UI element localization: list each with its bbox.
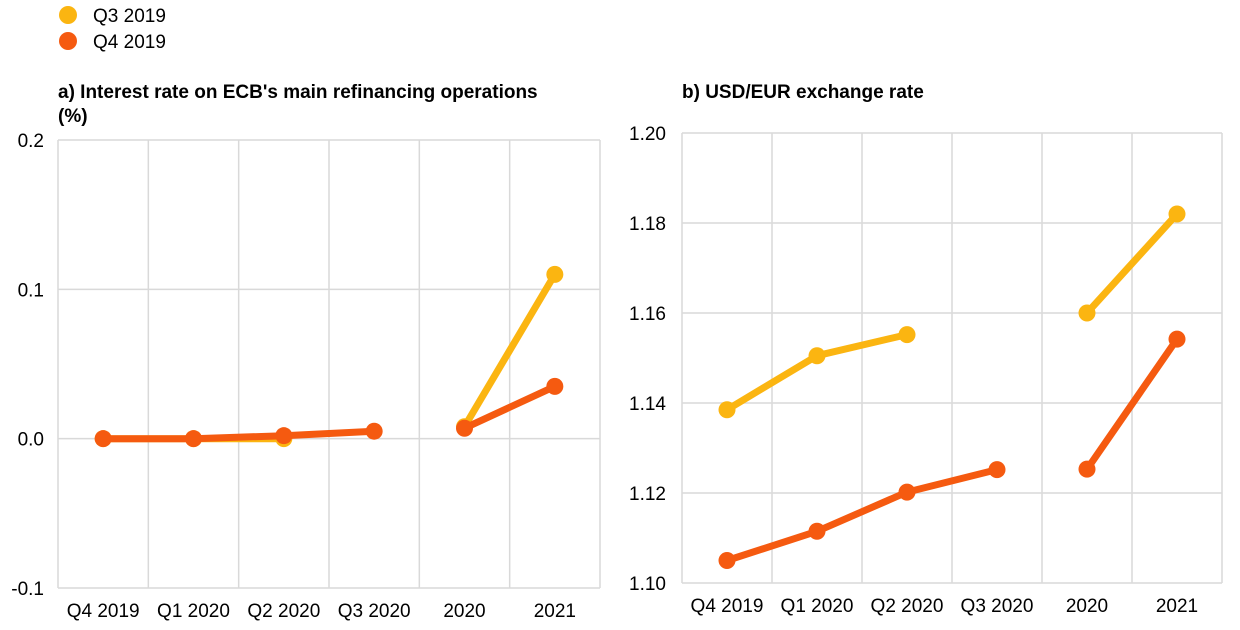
legend-label-q4-2019: Q4 2019 — [93, 32, 166, 53]
x-axis: Q4 2019 Q1 2020 Q2 2020 Q3 2020 2020 2021 — [691, 596, 1199, 617]
x-tick-label: Q3 2020 — [338, 601, 411, 622]
legend-label-q3-2019: Q3 2019 — [93, 6, 166, 27]
data-point-q4-2019 — [718, 552, 736, 569]
gridlines — [57, 139, 601, 589]
y-tick-label: 1.16 — [629, 304, 666, 325]
y-tick-label: 1.14 — [629, 394, 666, 415]
chart-title-line-1: a) Interest rate on ECB's main refinanci… — [58, 82, 538, 103]
chart-panel-interest-rate: a) Interest rate on ECB's main refinanci… — [11, 82, 601, 622]
data-point-q4-2019 — [808, 522, 826, 540]
gridlines — [681, 132, 1223, 584]
chart-panel-exchange-rate: b) USD/EUR exchange rate 1.101.121.141.1… — [629, 82, 1223, 617]
data-point-q4-2019 — [546, 377, 564, 395]
y-tick-label: -0.1 — [11, 579, 44, 600]
data-point-q3-2019 — [1168, 205, 1186, 223]
x-tick-label: 2021 — [534, 601, 576, 622]
chart-title-line-1: b) USD/EUR exchange rate — [682, 82, 924, 103]
data-point-q4-2019 — [275, 427, 293, 445]
y-axis: -0.1 0.0 0.1 0.2 — [11, 131, 44, 600]
legend: Q3 2019 Q4 2019 — [59, 6, 166, 53]
data-point-q4-2019 — [185, 430, 202, 448]
y-tick-label: 1.10 — [629, 574, 666, 595]
x-tick-label: 2020 — [443, 601, 485, 622]
data-point-q3-2019 — [718, 401, 736, 419]
series-q4-2019 — [94, 377, 564, 448]
legend-marker-q3-2019 — [59, 6, 77, 24]
y-tick-label: 0.0 — [18, 430, 44, 451]
x-tick-label: 2020 — [1066, 596, 1108, 617]
legend-marker-q4-2019 — [59, 32, 77, 50]
legend-item-q4-2019: Q4 2019 — [59, 32, 166, 53]
data-point-q4-2019 — [898, 483, 916, 501]
y-tick-label: 1.12 — [629, 484, 666, 505]
data-point-q3-2019 — [1078, 304, 1096, 322]
data-point-q3-2019 — [808, 347, 826, 365]
series-line-q4-2019 — [1083, 335, 1181, 473]
x-tick-label: Q4 2019 — [691, 596, 764, 617]
data-point-q3-2019 — [898, 326, 916, 344]
series-line-q4-2019 — [723, 466, 1001, 564]
chart-title-line-2: (%) — [58, 106, 88, 127]
data-point-q3-2019 — [546, 265, 564, 283]
series-line-q4-2019 — [99, 427, 378, 443]
x-tick-label: Q4 2019 — [67, 601, 140, 622]
series-line-q3-2019 — [461, 270, 559, 431]
data-point-q4-2019 — [1168, 330, 1186, 348]
legend-item-q3-2019: Q3 2019 — [59, 6, 166, 27]
x-tick-label: Q2 2020 — [247, 601, 320, 622]
y-tick-label: 1.18 — [629, 214, 666, 235]
x-tick-label: 2021 — [1156, 596, 1198, 617]
x-tick-label: Q2 2020 — [871, 596, 944, 617]
data-point-q4-2019 — [1078, 460, 1096, 478]
series-q4-2019 — [718, 330, 1186, 569]
data-point-q4-2019 — [94, 430, 112, 448]
y-axis: 1.10 1.12 1.14 1.16 1.18 1.20 — [629, 124, 666, 595]
data-point-q4-2019 — [456, 419, 473, 437]
data-point-q4-2019 — [365, 422, 383, 440]
x-tick-label: Q1 2020 — [157, 601, 230, 622]
series-q3-2019 — [718, 205, 1186, 419]
x-tick-label: Q1 2020 — [781, 596, 854, 617]
series-line-q3-2019 — [723, 331, 911, 414]
series-line-q3-2019 — [1083, 210, 1181, 317]
y-tick-label: 0.1 — [18, 280, 44, 301]
x-tick-label: Q3 2020 — [961, 596, 1034, 617]
x-axis: Q4 2019 Q1 2020 Q2 2020 Q3 2020 2020 2021 — [67, 601, 576, 622]
y-tick-label: 1.20 — [629, 124, 666, 145]
data-point-q4-2019 — [988, 461, 1006, 479]
y-tick-label: 0.2 — [18, 131, 44, 152]
series-line-q4-2019 — [461, 382, 559, 432]
